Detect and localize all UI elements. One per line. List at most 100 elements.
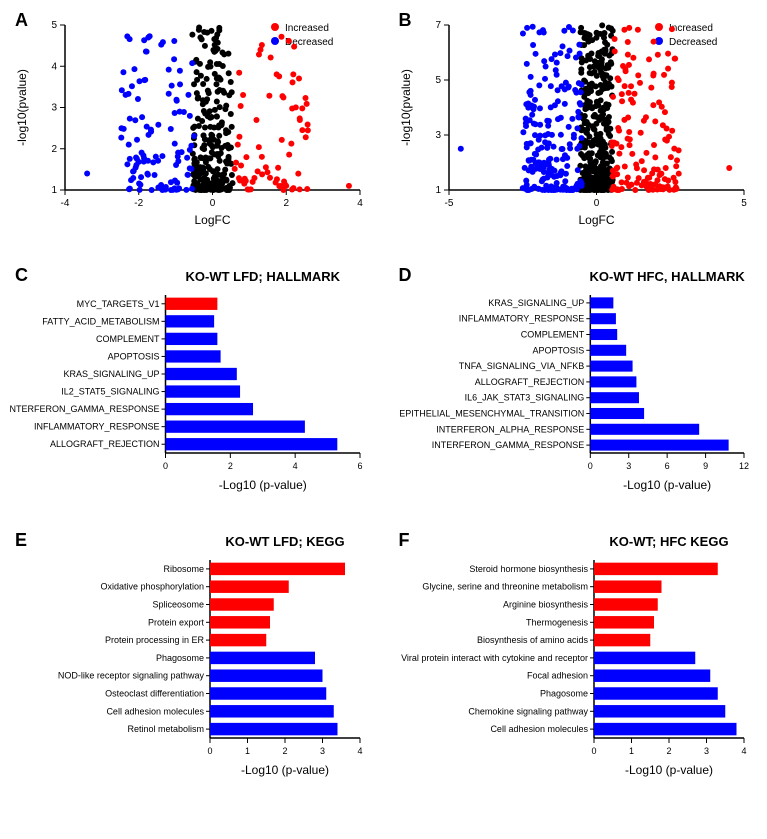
svg-text:Arginine biosynthesis: Arginine biosynthesis [502, 600, 588, 610]
svg-text:LogFC: LogFC [578, 213, 614, 227]
bar-chart-f: KO-WT; HFC KEGG 0 1 2 3 4 -Log10 (p-value) Ster… [394, 530, 754, 780]
svg-text:-log10(pvalue): -log10(pvalue) [15, 69, 29, 146]
panel-b: B -5051357LogFC-log10(pvalue)IncreasedDe… [394, 10, 758, 235]
svg-text:MYC_TARGETS_V1: MYC_TARGETS_V1 [77, 299, 160, 309]
svg-text:0: 0 [207, 746, 212, 756]
svg-text:Protein processing in ER: Protein processing in ER [105, 635, 205, 645]
panel-c: C KO-WT LFD; HALLMARK 0 2 4 6 -Log10 (p-value… [10, 265, 374, 500]
svg-text:Chemokine signaling pathway: Chemokine signaling pathway [468, 706, 588, 716]
svg-text:KO-WT; HFC KEGG: KO-WT; HFC KEGG [609, 534, 728, 549]
svg-text:INTERFERON_ALPHA_RESPONSE: INTERFERON_ALPHA_RESPONSE [436, 424, 584, 434]
svg-text:-Log10 (p-value): -Log10 (p-value) [624, 763, 712, 777]
svg-text:9: 9 [703, 461, 708, 471]
svg-text:EPITHELIAL_MESENCHYMAL_TRANSIT: EPITHELIAL_MESENCHYMAL_TRANSITION [399, 409, 584, 419]
svg-text:-log10(pvalue): -log10(pvalue) [399, 69, 413, 146]
svg-text:0: 0 [163, 461, 168, 471]
svg-text:4: 4 [293, 461, 298, 471]
svg-text:KRAS_SIGNALING_UP: KRAS_SIGNALING_UP [488, 298, 584, 308]
svg-text:Osteoclast differentiation: Osteoclast differentiation [105, 689, 204, 699]
svg-text:ALLOGRAFT_REJECTION: ALLOGRAFT_REJECTION [50, 439, 160, 449]
panel-b-label: B [399, 10, 412, 31]
svg-text:COMPLEMENT: COMPLEMENT [96, 334, 160, 344]
svg-text:NOD-like receptor signaling pa: NOD-like receptor signaling pathway [58, 671, 205, 681]
svg-text:12: 12 [738, 461, 748, 471]
svg-text:Thermogenesis: Thermogenesis [525, 617, 588, 627]
svg-text:6: 6 [357, 461, 362, 471]
svg-text:0: 0 [593, 198, 599, 209]
svg-text:4: 4 [357, 198, 363, 209]
svg-text:Decreased: Decreased [669, 37, 717, 48]
svg-text:5: 5 [51, 20, 57, 31]
svg-text:1: 1 [435, 185, 441, 196]
svg-text:Spliceosome: Spliceosome [152, 600, 204, 610]
svg-text:IL6_JAK_STAT3_SIGNALING: IL6_JAK_STAT3_SIGNALING [464, 393, 584, 403]
svg-text:-Log10 (p-value): -Log10 (p-value) [241, 763, 329, 777]
svg-text:FATTY_ACID_METABOLISM: FATTY_ACID_METABOLISM [42, 316, 159, 326]
svg-text:Steroid hormone biosynthesis: Steroid hormone biosynthesis [469, 564, 588, 574]
svg-text:Cell adhesion molecules: Cell adhesion molecules [490, 724, 588, 734]
panel-c-label: C [15, 265, 28, 286]
svg-text:TNFA_SIGNALING_VIA_NFKB: TNFA_SIGNALING_VIA_NFKB [458, 361, 584, 371]
svg-text:-5: -5 [444, 198, 453, 209]
svg-text:-2: -2 [134, 198, 143, 209]
svg-text:0: 0 [591, 746, 596, 756]
svg-text:INTERFERON_GAMMA_RESPONSE: INTERFERON_GAMMA_RESPONSE [10, 404, 160, 414]
svg-text:Focal adhesion: Focal adhesion [526, 671, 587, 681]
svg-text:-Log10 (p-value): -Log10 (p-value) [219, 478, 307, 492]
svg-text:4: 4 [357, 746, 362, 756]
svg-text:Increased: Increased [285, 23, 329, 34]
svg-text:-Log10 (p-value): -Log10 (p-value) [623, 478, 711, 492]
svg-text:ALLOGRAFT_REJECTION: ALLOGRAFT_REJECTION [474, 377, 584, 387]
svg-text:LogFC: LogFC [194, 213, 230, 227]
svg-text:5: 5 [435, 75, 441, 86]
svg-text:0: 0 [587, 461, 592, 471]
svg-text:KRAS_SIGNALING_UP: KRAS_SIGNALING_UP [63, 369, 159, 379]
bar-chart-c: KO-WT LFD; HALLMARK 0 2 4 6 -Log10 (p-value) M… [10, 265, 370, 495]
svg-text:1: 1 [245, 746, 250, 756]
svg-text:INFLAMMATORY_RESPONSE: INFLAMMATORY_RESPONSE [458, 314, 584, 324]
svg-text:INTERFERON_GAMMA_RESPONSE: INTERFERON_GAMMA_RESPONSE [431, 440, 584, 450]
volcano-plot-b: -5051357LogFC-log10(pvalue)IncreasedDecr… [394, 10, 754, 230]
svg-text:KO-WT LFD; KEGG: KO-WT LFD; KEGG [225, 534, 344, 549]
panel-e-label: E [15, 530, 27, 551]
svg-text:KO-WT LFD; HALLMARK: KO-WT LFD; HALLMARK [185, 269, 340, 284]
svg-text:3: 3 [320, 746, 325, 756]
svg-text:3: 3 [703, 746, 708, 756]
svg-text:APOPTOSIS: APOPTOSIS [108, 351, 160, 361]
svg-text:2: 2 [283, 198, 289, 209]
svg-text:APOPTOSIS: APOPTOSIS [532, 345, 584, 355]
svg-text:4: 4 [741, 746, 746, 756]
svg-text:Phagosome: Phagosome [539, 689, 587, 699]
svg-text:COMPLEMENT: COMPLEMENT [520, 330, 584, 340]
svg-text:Viral protein interact with cy: Viral protein interact with cytokine and… [401, 653, 588, 663]
svg-text:IL2_STAT5_SIGNALING: IL2_STAT5_SIGNALING [61, 387, 159, 397]
svg-text:Oxidative phosphorylation: Oxidative phosphorylation [100, 582, 204, 592]
svg-text:KO-WT HFC, HALLMARK: KO-WT HFC, HALLMARK [589, 269, 745, 284]
svg-text:2: 2 [666, 746, 671, 756]
svg-text:INFLAMMATORY_RESPONSE: INFLAMMATORY_RESPONSE [34, 422, 160, 432]
svg-text:7: 7 [435, 20, 441, 31]
svg-text:Protein export: Protein export [148, 617, 205, 627]
svg-text:0: 0 [210, 198, 216, 209]
bar-chart-e: KO-WT LFD; KEGG 0 1 2 3 4 -Log10 (p-value) Ribo… [10, 530, 370, 780]
volcano-plot-a: -4-202412345LogFC-log10(pvalue)Increased… [10, 10, 370, 230]
svg-text:5: 5 [741, 198, 747, 209]
svg-text:-4: -4 [61, 198, 70, 209]
svg-text:2: 2 [282, 746, 287, 756]
panel-a-label: A [15, 10, 28, 31]
svg-text:Ribosome: Ribosome [163, 564, 204, 574]
panel-d: D KO-WT HFC, HALLMARK036912-Log10 (p-val… [394, 265, 758, 500]
svg-text:Phagosome: Phagosome [156, 653, 204, 663]
svg-text:3: 3 [626, 461, 631, 471]
svg-text:2: 2 [228, 461, 233, 471]
figure-grid: A -4-202412345LogFC-log10(pvalue)Increas… [10, 10, 757, 785]
svg-text:1: 1 [628, 746, 633, 756]
svg-text:Retinol metabolism: Retinol metabolism [127, 724, 204, 734]
svg-text:2: 2 [51, 144, 57, 155]
panel-f: F KO-WT; HFC KEGG01234-Log10 (p-value)St… [394, 530, 758, 785]
svg-text:1: 1 [51, 185, 57, 196]
svg-text:Biosynthesis of amino acids: Biosynthesis of amino acids [476, 635, 588, 645]
svg-text:3: 3 [51, 103, 57, 114]
svg-text:Increased: Increased [669, 23, 713, 34]
panel-d-label: D [399, 265, 412, 286]
